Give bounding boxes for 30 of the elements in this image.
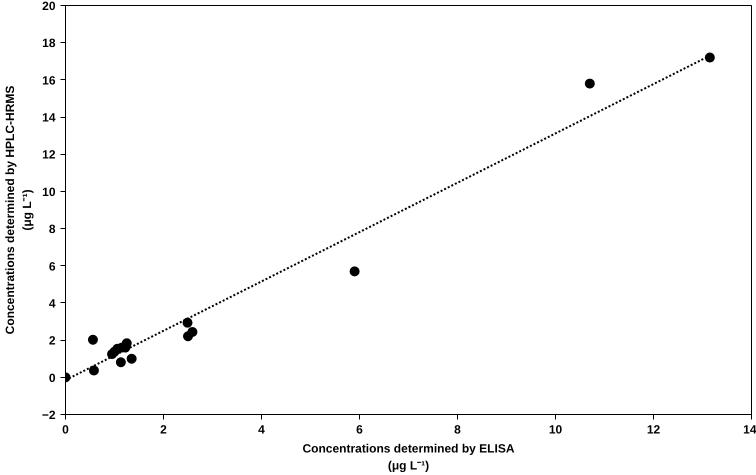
y-axis-title: Concentrations determined by HPLC-HRMS (μg L⁻¹)	[3, 86, 34, 334]
point	[350, 266, 360, 276]
x-tick-label: 4	[258, 422, 266, 436]
y-tick-label: 2	[48, 334, 56, 348]
point	[116, 357, 126, 368]
point	[88, 334, 98, 345]
point	[187, 326, 198, 337]
x-tick-label: 12	[646, 422, 660, 436]
x-tick-label: 2	[160, 422, 168, 436]
x-tick-label: 0	[62, 422, 70, 436]
point	[584, 78, 595, 89]
y-tick-label: 4	[48, 296, 56, 310]
y-tick-label: 20	[42, 0, 56, 13]
x-tick-label: 10	[548, 422, 562, 436]
x-tick-label: 6	[356, 422, 364, 436]
x-axis-title: Concentrations determined by ELISA (μg L⁻¹)	[302, 442, 515, 472]
point	[704, 52, 715, 63]
y-tick-label: 14	[42, 110, 56, 125]
x-tick-label: 8	[454, 422, 462, 436]
y-tick-label: 0	[48, 370, 56, 385]
point	[88, 365, 99, 376]
y-tick-label: 10	[42, 184, 56, 199]
x-tick-label: 14	[743, 422, 756, 436]
y-tick-label: −2	[42, 408, 56, 422]
y-tick-label: 12	[42, 148, 56, 162]
point	[126, 354, 137, 364]
y-tick-label: 8	[48, 222, 56, 236]
y-tick-label: 6	[48, 259, 56, 274]
y-tick-label: 16	[42, 73, 56, 88]
y-tick-label: 18	[42, 36, 56, 50]
